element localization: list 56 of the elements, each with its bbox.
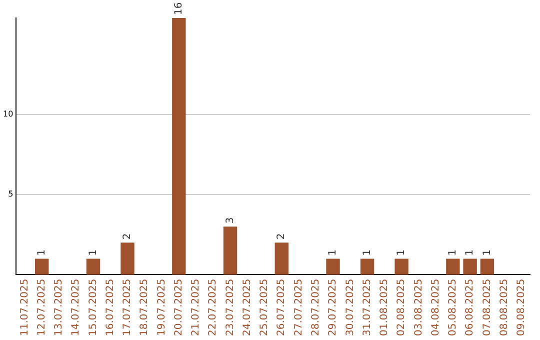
bar	[172, 18, 186, 275]
bar	[35, 258, 49, 275]
bar	[326, 258, 340, 275]
data-label: 1	[482, 249, 493, 256]
data-label: 1	[396, 249, 408, 256]
x-tick-label: 28.07.2025	[310, 278, 322, 336]
x-tick-label: 23.07.2025	[224, 278, 236, 336]
data-label: 1	[464, 249, 476, 256]
x-tick-label: 16.07.2025	[104, 278, 116, 336]
x-tick-label: 02.08.2025	[396, 278, 408, 336]
x-tick-label: 05.08.2025	[448, 278, 459, 336]
x-tick-label: 15.07.2025	[88, 278, 99, 336]
data-label: 1	[88, 249, 99, 256]
data-label: 1	[328, 249, 339, 256]
x-tick-label: 21.07.2025	[190, 278, 202, 336]
x-tick-label: 06.08.2025	[464, 278, 476, 336]
x-tick-label: 29.07.2025	[328, 278, 339, 336]
x-tick-label: 07.08.2025	[482, 278, 493, 336]
x-tick-label: 01.08.2025	[379, 278, 390, 336]
x-tick-label: 20.07.2025	[173, 278, 184, 336]
bar	[223, 226, 238, 275]
x-tick-label: 04.08.2025	[430, 278, 442, 336]
x-tick-label: 19.07.2025	[156, 278, 168, 336]
y-tick-label: 10	[2, 109, 14, 118]
x-tick-label: 31.07.2025	[362, 278, 373, 336]
x-tick-label: 14.07.2025	[70, 278, 82, 336]
data-label: 3	[224, 217, 236, 224]
x-tick-label: 08.08.2025	[498, 278, 510, 336]
x-tick-label: 17.07.2025	[122, 278, 134, 336]
data-label: 16	[173, 2, 184, 15]
bar	[360, 258, 374, 275]
data-label: 1	[362, 249, 373, 256]
x-tick-label: 26.07.2025	[276, 278, 288, 336]
bar	[480, 258, 494, 275]
bar	[463, 258, 477, 275]
x-tick-label: 13.07.2025	[54, 278, 65, 336]
data-label: 1	[36, 249, 48, 256]
data-label: 1	[448, 249, 459, 256]
x-tick-label: 27.07.2025	[293, 278, 304, 336]
data-label: 2	[122, 233, 134, 240]
x-tick-label: 11.07.2025	[19, 278, 30, 336]
x-tick-label: 30.07.2025	[344, 278, 356, 336]
x-tick-label: 25.07.2025	[259, 278, 270, 336]
bar	[86, 258, 100, 275]
bar	[446, 258, 460, 275]
x-tick-label: 03.08.2025	[413, 278, 424, 336]
x-tick-label: 12.07.2025	[36, 278, 48, 336]
x-tick-label: 09.08.2025	[516, 278, 528, 336]
bar	[394, 258, 408, 275]
x-tick-label: 24.07.2025	[242, 278, 253, 336]
bar	[120, 242, 134, 275]
x-tick-label: 22.07.2025	[208, 278, 219, 336]
y-tick-label: 5	[8, 190, 14, 199]
bar	[274, 242, 289, 275]
x-tick-label: 18.07.2025	[139, 278, 150, 336]
data-label: 2	[276, 233, 288, 240]
